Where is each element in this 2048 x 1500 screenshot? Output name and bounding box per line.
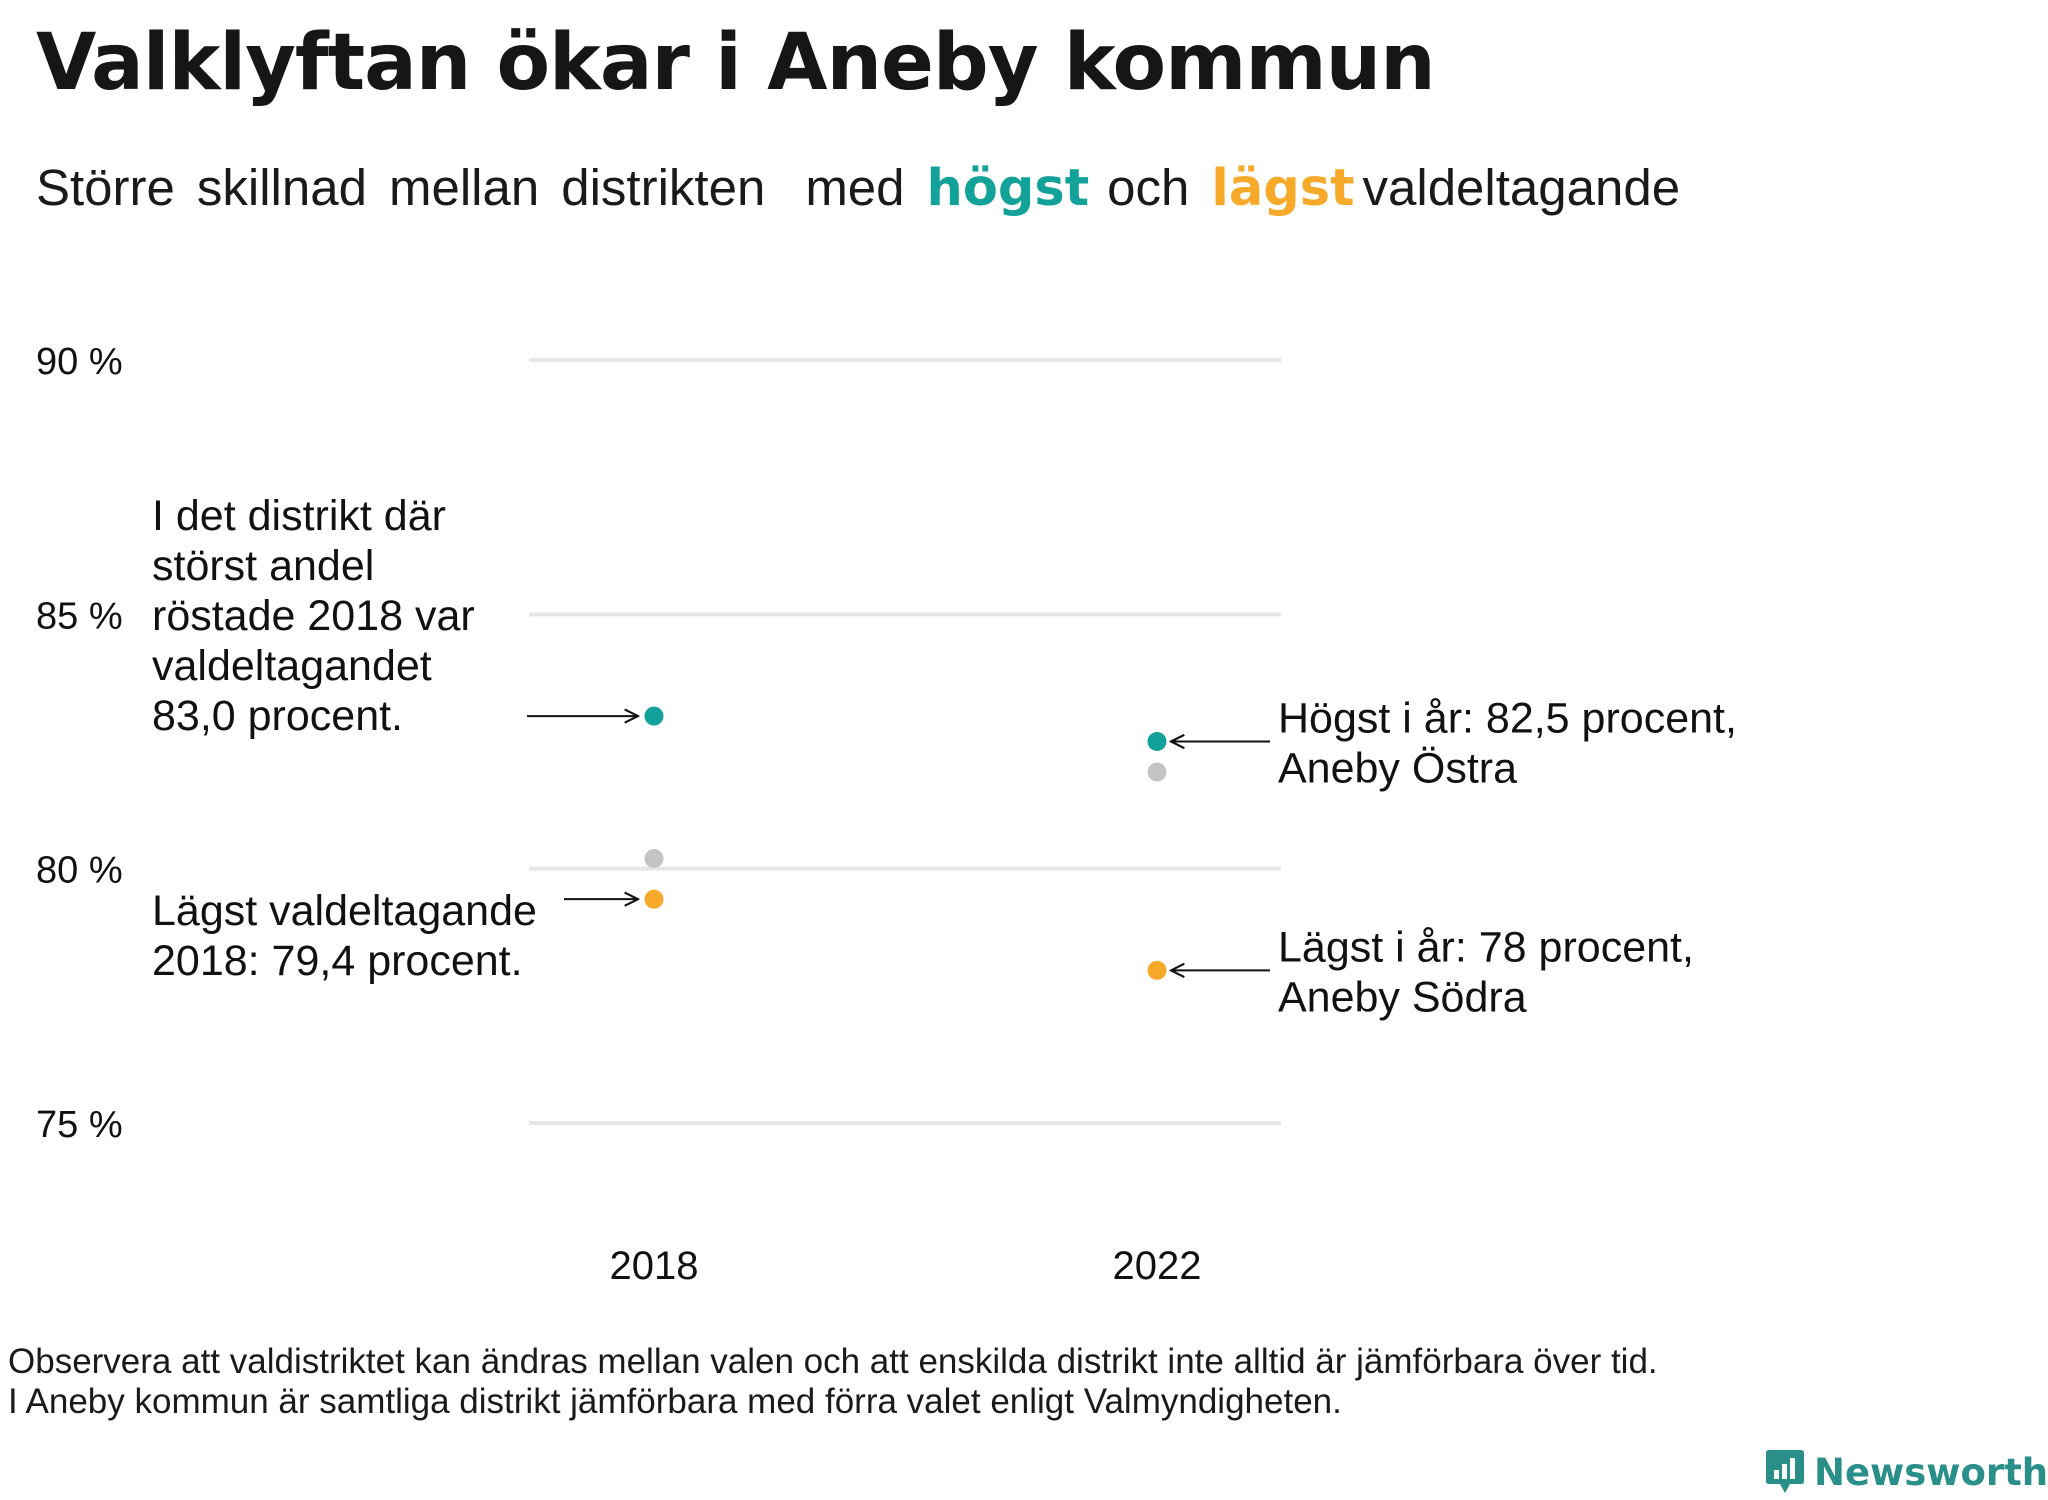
x-tick-label: 2018: [610, 1244, 699, 1288]
subtitle-high-word: högst: [926, 159, 1090, 218]
annotation-text: 83,0 procent.: [152, 692, 403, 740]
x-axis: 2018 2022: [610, 1244, 1202, 1288]
y-tick-label: 75 %: [36, 1104, 123, 1146]
annotation-text: Lägst valdeltagande: [152, 887, 537, 935]
footnote-line: Observera att valdistriktet kan ändras m…: [8, 1342, 1658, 1381]
gridlines: [529, 358, 1281, 1125]
y-tick-label: 90 %: [36, 341, 123, 383]
subtitle-word: mellan: [388, 159, 540, 216]
subtitle-low-word: lägst: [1211, 159, 1355, 218]
y-tick-label: 85 %: [36, 595, 123, 637]
subtitle-word: med: [805, 159, 905, 216]
annotation-text: störst andel: [152, 542, 374, 590]
low-point-2022: [1147, 960, 1167, 980]
annotation-text: Högst i år: 82,5 procent,: [1278, 695, 1737, 743]
footnote-line: I Aneby kommun är samtliga distrikt jämf…: [8, 1382, 1342, 1421]
subtitle-word: och: [1107, 159, 1190, 216]
other-point-2018: [644, 848, 664, 868]
other-point-2022: [1147, 762, 1167, 782]
y-axis: 90 % 85 % 80 % 75 %: [36, 341, 123, 1146]
chart-title: Valklyftan ökar i Aneby kommun: [36, 18, 1436, 108]
high-point-2018: [644, 706, 664, 726]
brand-name: Newsworthy: [1814, 1450, 2048, 1494]
annotation-text: röstade 2018 var: [152, 592, 475, 640]
chart-subtitle: Större skillnad mellan distrikten med högst oc…: [36, 158, 1680, 218]
annotation-text: valdeltagandet: [152, 642, 432, 690]
data-points: [644, 706, 1167, 980]
footnote: Observera att valdistriktet kan ändras m…: [8, 1342, 1658, 1422]
annotation-text: 2018: 79,4 procent.: [152, 937, 523, 985]
x-tick-label: 2022: [1113, 1244, 1202, 1288]
annotation-text: Lägst i år: 78 procent,: [1278, 923, 1694, 971]
subtitle-word: skillnad: [196, 159, 367, 216]
bar-chart-speech-bubble-icon: [1766, 1450, 1804, 1493]
annotation-arrows: [527, 716, 1270, 970]
subtitle-word: valdeltagande: [1362, 159, 1681, 216]
annotation-text: Aneby Södra: [1278, 973, 1527, 1021]
brand-logo: Newsworthy: [1764, 1448, 2048, 1496]
y-tick-label: 80 %: [36, 850, 123, 892]
low-point-2018: [644, 889, 664, 909]
annotation-text: Aneby Östra: [1278, 745, 1517, 793]
subtitle-word: Större: [36, 159, 175, 216]
high-point-2022: [1147, 732, 1167, 751]
subtitle-word: distrikten: [561, 159, 766, 216]
annotation-text: I det distrikt där: [152, 492, 446, 540]
